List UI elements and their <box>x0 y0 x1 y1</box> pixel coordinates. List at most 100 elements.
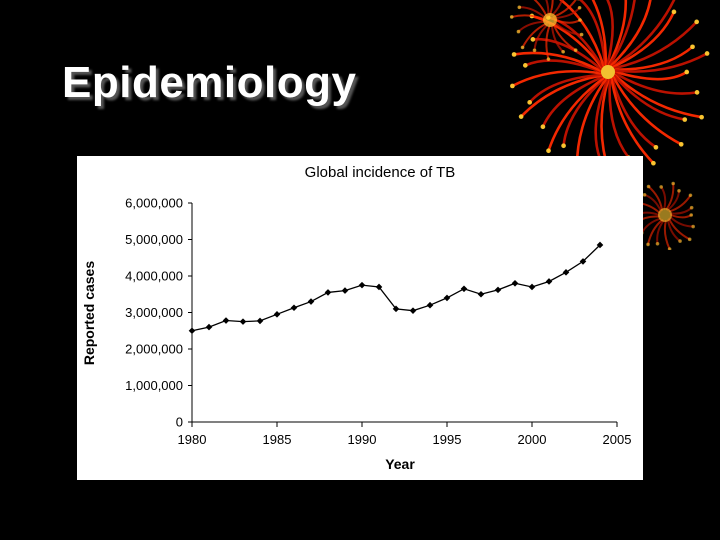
small-burst-ray <box>668 194 692 213</box>
upper-burst-spark <box>509 15 514 19</box>
main-burst-spark <box>511 52 517 57</box>
data-point <box>528 283 536 291</box>
main-burst-ray <box>610 77 655 165</box>
main-burst-ray <box>613 74 703 119</box>
main-burst-ray <box>606 0 614 66</box>
data-point <box>341 287 349 294</box>
x-tick-label: 1985 <box>263 432 292 447</box>
chart-title: Global incidence of TB <box>305 164 456 181</box>
data-point <box>358 281 366 289</box>
main-burst-spark <box>694 90 700 95</box>
x-tick-label: 1990 <box>348 432 377 447</box>
upper-burst-ray <box>521 22 548 49</box>
main-burst-ray <box>614 52 709 73</box>
upper-burst-ray <box>545 23 551 61</box>
main-burst-spark <box>684 69 690 75</box>
main-burst-spark <box>561 143 566 149</box>
main-burst-spark <box>510 83 515 89</box>
upper-burst-ray <box>549 0 554 16</box>
main-burst-spark <box>653 144 659 150</box>
main-burst-ray <box>613 74 687 121</box>
main-burst-ray <box>610 0 652 67</box>
small-burst-spark <box>667 247 672 250</box>
y-tick-label: 1,000,000 <box>125 378 183 393</box>
main-burst-spark <box>518 114 524 119</box>
main-burst-ray <box>614 72 699 95</box>
y-tick-label: 5,000,000 <box>125 232 183 247</box>
upper-burst-spark <box>579 32 584 37</box>
y-tick-label: 3,000,000 <box>125 305 183 320</box>
upper-burst-spark <box>516 29 521 34</box>
main-burst-ray <box>608 0 636 66</box>
y-tick-label: 2,000,000 <box>125 342 183 357</box>
data-point <box>426 301 434 309</box>
main-burst-spark <box>651 160 656 166</box>
main-burst-ray <box>528 73 602 104</box>
upper-burst-ray <box>551 0 564 17</box>
data-point <box>307 298 315 305</box>
chart-panel: Global incidence of TB Reported cases Ye… <box>77 156 643 480</box>
series-line <box>191 244 601 332</box>
small-burst-ray <box>670 214 693 219</box>
main-burst-ray <box>610 77 658 149</box>
x-tick-label: 1980 <box>178 432 207 447</box>
small-burst-spark <box>655 241 660 246</box>
small-burst-spark <box>646 184 651 189</box>
tb-incidence-chart: Global incidence of TB Reported cases Ye… <box>81 164 631 472</box>
main-burst-ray <box>519 74 603 118</box>
small-burst-spark <box>671 181 675 186</box>
small-burst-ray <box>667 219 682 243</box>
upper-burst-spark <box>578 18 582 22</box>
data-point <box>324 289 332 296</box>
y-tick-label: 6,000,000 <box>125 196 183 211</box>
small-burst-ray <box>665 182 675 211</box>
main-burst-ray <box>608 78 631 160</box>
data-point <box>596 241 604 249</box>
y-axis-label: Reported cases <box>81 261 97 365</box>
data-point <box>477 290 485 298</box>
data-point <box>562 269 570 276</box>
upper-burst-spark <box>561 49 565 54</box>
main-burst-ray <box>512 51 602 72</box>
main-burst-spark <box>694 19 700 25</box>
data-point <box>443 294 451 302</box>
x-tick-label: 1995 <box>433 432 462 447</box>
small-burst-ray <box>663 219 671 250</box>
small-burst-spark <box>688 193 693 198</box>
main-burst-spark <box>690 44 695 50</box>
main-burst-ray <box>524 59 602 73</box>
main-burst-spark <box>540 124 546 130</box>
main-burst-spark <box>530 37 536 42</box>
main-burst-spark <box>678 141 684 147</box>
main-burst-ray <box>612 10 676 68</box>
main-burst-ray <box>613 20 698 70</box>
main-burst-ray <box>612 0 676 68</box>
upper-burst-spark <box>546 57 551 61</box>
main-burst-spark <box>682 117 688 122</box>
main-burst-ray <box>578 0 607 66</box>
upper-burst-ray <box>552 22 577 52</box>
slide-title: Epidemiology <box>62 58 357 107</box>
data-point <box>375 283 383 291</box>
small-burst-ray <box>668 218 691 241</box>
upper-burst-ray <box>553 21 583 36</box>
data-point <box>392 305 400 313</box>
small-burst-spark <box>642 193 647 197</box>
upper-burst-spark <box>517 5 522 10</box>
main-burst-spark <box>699 114 704 120</box>
main-burst-spark <box>704 51 710 56</box>
small-burst-spark <box>678 239 682 243</box>
upper-burst-spark <box>520 45 525 50</box>
data-point <box>460 285 468 293</box>
data-point <box>409 307 417 314</box>
data-point <box>511 280 519 287</box>
small-burst-spark <box>691 224 695 229</box>
main-burst-ray <box>608 0 628 66</box>
upper-burst-core <box>543 13 557 27</box>
small-burst-ray <box>656 219 665 245</box>
data-point <box>290 304 298 312</box>
main-burst-ray <box>530 14 603 69</box>
main-burst-core <box>601 65 615 79</box>
data-point <box>494 286 502 294</box>
upper-burst-ray <box>518 6 547 20</box>
